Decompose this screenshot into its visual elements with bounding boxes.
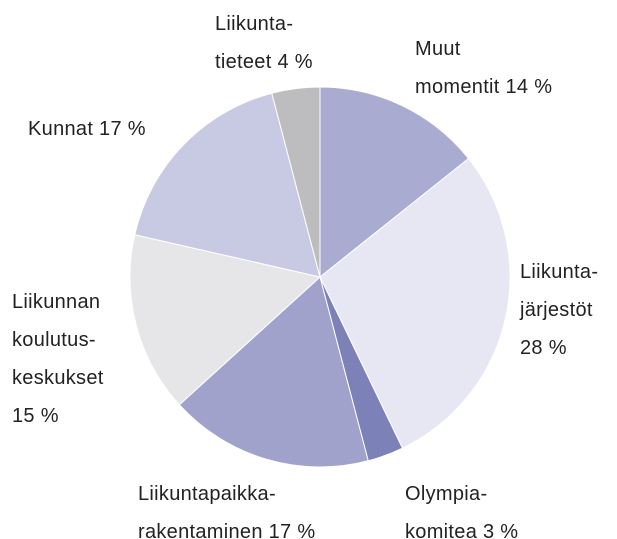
slice-label: Liikunta- [520, 261, 598, 283]
slice-label: koulutus- [12, 329, 96, 351]
pie-slice [178, 276, 369, 468]
slice-label: Liikunta- [215, 13, 293, 35]
slice-label: rakentaminen 17 % [138, 521, 315, 539]
slice-label: Kunnat 17 % [28, 118, 146, 140]
pie-slice [319, 157, 511, 449]
pie-slice [129, 234, 322, 406]
pie-slice [134, 92, 321, 278]
slice-label: keskukset [12, 367, 104, 389]
pie-slice [319, 86, 470, 279]
slice-label: 28 % [520, 337, 567, 359]
slice-label: Liikuntapaikka- [138, 483, 276, 505]
slice-label: momentit 14 % [415, 76, 552, 98]
slice-label: komitea 3 % [405, 521, 518, 539]
slice-label: tieteet 4 % [215, 51, 313, 73]
slice-label: Liikunnan [12, 291, 100, 313]
slice-label: Muut [415, 38, 461, 60]
slice-label: järjestöt [519, 299, 593, 321]
slice-label: Olympia- [405, 483, 487, 505]
pie-slice [271, 86, 321, 278]
slice-label: 15 % [12, 405, 59, 427]
